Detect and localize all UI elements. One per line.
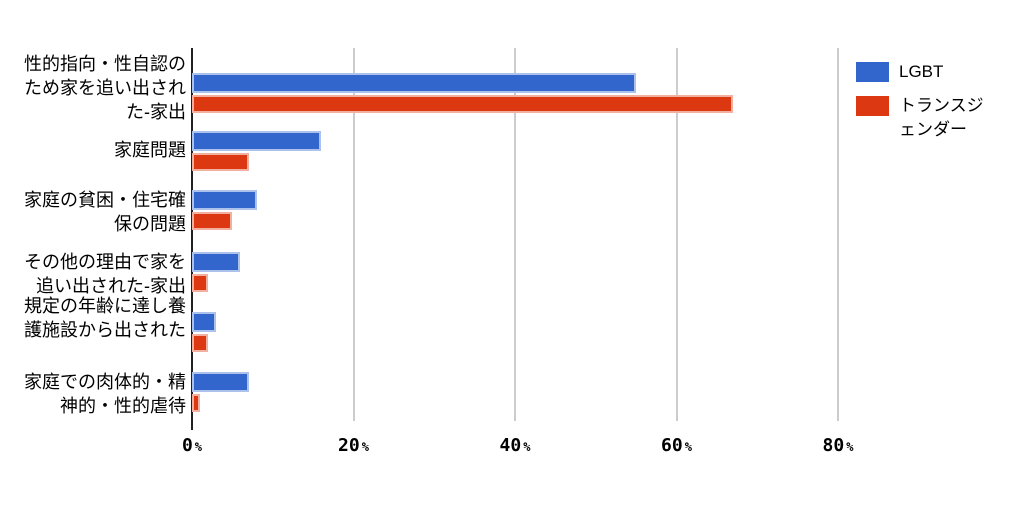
legend-swatch-icon [856,96,889,116]
zero-tick-mark [191,421,193,430]
legend: LGBT トランスジェンダー [856,62,991,142]
legend-item-transgender: トランスジェンダー [856,96,991,142]
bar-lgbt-3 [192,252,241,272]
category-label-4: 規定の年齢に達し養 護施設から出された [24,296,186,340]
x-tick-unit: % [194,440,203,454]
bar-lgbt-4 [192,312,217,332]
x-tick-unit: % [523,440,531,454]
category-label-0: 性的指向・性自認の ため家を追い出され た-家出 [24,54,186,122]
bar-lgbt-2 [192,190,257,210]
legend-item-lgbt: LGBT [856,62,991,84]
bar-transgender-1 [192,153,249,171]
bar-transgender-3 [192,274,209,292]
x-tick-unit: % [846,440,854,454]
plot-area [191,48,839,430]
legend-label: LGBT [899,62,944,81]
x-tick-unit: % [684,440,692,454]
gridline-60 [675,48,678,421]
x-tick-label-0: 0% [182,435,202,456]
legend-swatch-icon [856,62,889,82]
x-tick-unit: % [361,440,369,454]
gridline-40 [514,48,516,421]
category-label-3: その他の理由で家を 追い出された-家出 [24,252,186,296]
bar-lgbt-0 [192,73,637,93]
bar-lgbt-5 [192,372,249,392]
legend-label: トランスジェンダー [899,96,984,139]
gridline-80 [837,48,839,421]
y-axis-line [191,48,193,421]
x-tick-value: 40 [499,435,522,456]
x-tick-value: 80 [822,435,845,456]
bar-transgender-0 [192,95,734,113]
x-tick-value: 20 [338,435,360,456]
category-label-1: 家庭問題 [114,140,186,160]
bar-lgbt-1 [192,131,322,151]
x-tick-value: 0 [181,435,193,456]
x-tick-label-40: 40% [500,435,531,456]
x-tick-label-80: 80% [823,435,854,456]
category-label-5: 家庭での肉体的・精 神的・性的虐待 [24,372,186,416]
x-tick-label-20: 20% [338,435,369,456]
gridline-20 [352,48,355,421]
x-tick-label-60: 60% [661,435,692,456]
bar-transgender-4 [192,334,209,352]
x-tick-value: 60 [661,435,683,456]
category-label-2: 家庭の貧困・住宅確 保の問題 [24,190,186,234]
bar-transgender-2 [192,212,233,230]
bar-transgender-5 [192,394,201,412]
